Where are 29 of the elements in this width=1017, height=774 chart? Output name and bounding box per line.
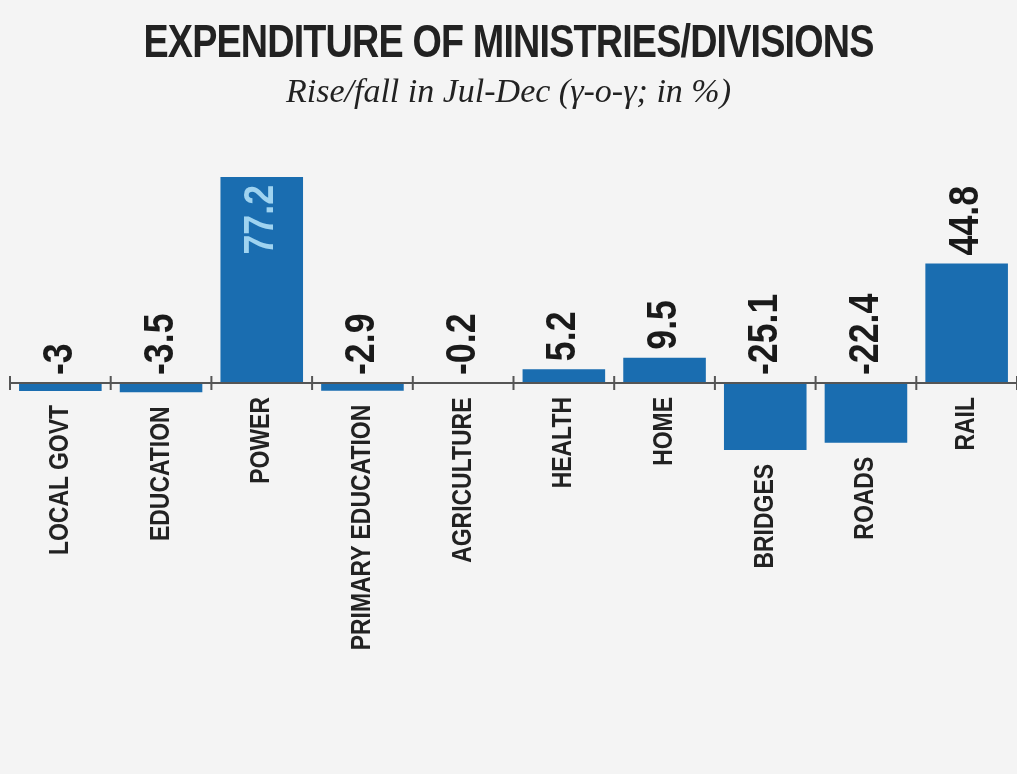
x-tick-label: PRIMARY EDUCATION	[345, 404, 376, 651]
data-label: -2.9	[336, 313, 383, 376]
data-label: -0.2	[437, 313, 484, 376]
chart-subtitle: Rise/fall in Jul-Dec (γ-o-γ; in %)	[284, 72, 732, 111]
x-tick-label: AGRICULTURE	[445, 397, 476, 563]
x-tick-label: LOCAL GOVT	[43, 404, 74, 555]
bar	[824, 383, 908, 443]
chart-title: EXPENDITURE OF MINISTRIES/DIVISIONS	[142, 14, 875, 68]
data-label: 77.2	[235, 185, 282, 255]
x-tick-label: EDUCATION	[143, 406, 174, 542]
data-label: -25.1	[739, 293, 786, 376]
bar	[321, 383, 404, 391]
data-label: 44.8	[940, 185, 987, 256]
x-tick-label: ROADS	[848, 456, 879, 540]
bar	[925, 263, 1008, 384]
bar	[723, 383, 807, 450]
bar	[623, 357, 706, 384]
x-tick-label: POWER	[244, 397, 275, 484]
bar	[220, 177, 304, 384]
data-label: -3.5	[134, 313, 182, 376]
x-tick-label: BRIDGES	[747, 464, 779, 569]
data-label: -22.4	[839, 293, 887, 376]
x-tick-label: HEALTH	[546, 397, 577, 489]
data-label: -3	[34, 343, 81, 376]
data-label: 9.5	[638, 300, 685, 350]
x-tick-label: HOME	[647, 397, 678, 466]
bar	[522, 369, 606, 384]
data-label: 5.2	[537, 311, 585, 362]
x-tick-label: RAIL	[949, 397, 980, 451]
